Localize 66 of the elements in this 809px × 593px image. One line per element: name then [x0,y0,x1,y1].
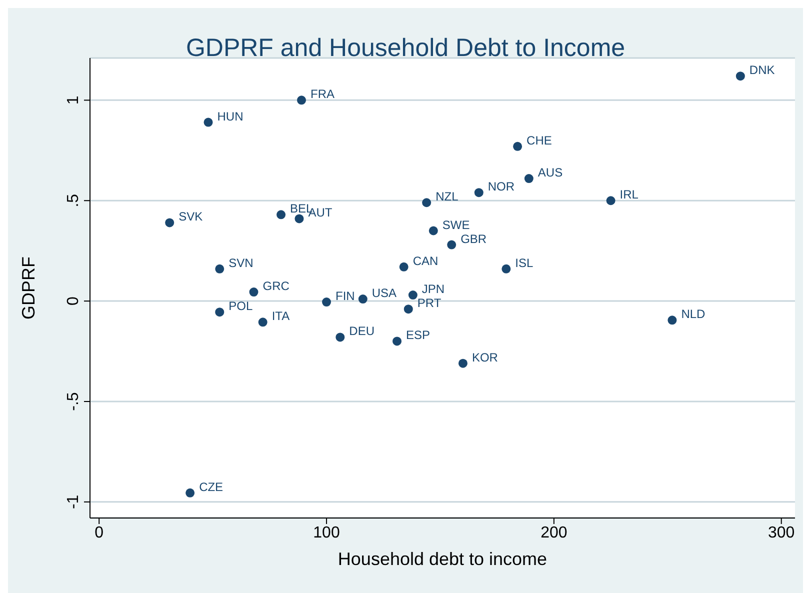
point [165,218,174,228]
point [428,226,438,236]
x-tick-label: 200 [540,524,568,542]
point [408,290,418,300]
annotation: KOR [472,350,498,364]
y-tick-label: 1 [65,96,82,105]
point [215,264,224,274]
y-axis-title: GDPRF [18,256,38,320]
x-tick-label: 0 [94,524,104,542]
annotation: ESP [406,328,430,342]
point [447,240,456,250]
annotation: FRA [310,87,334,102]
point [736,72,745,81]
point [294,214,304,224]
x-tick-label: 300 [768,524,795,542]
y-tick-label: -.5 [65,392,82,411]
annotation: JPN [422,282,445,296]
annotation: HUN [217,109,244,124]
y-tick-label: .5 [65,194,82,208]
annotation: CZE [199,480,224,494]
chart-title: GDPRF and Household Debt to Income [184,34,626,63]
point [204,118,213,127]
annotation: USA [372,286,397,300]
annotation: FIN [336,289,355,304]
point [297,96,306,105]
point [404,304,413,314]
point [249,288,258,297]
point [524,174,534,184]
point [606,196,616,206]
annotation: IRL [620,188,639,202]
annotation: NLD [681,307,706,322]
point [392,336,402,346]
point [186,488,195,498]
y-tick-label: 0 [65,296,82,306]
point [276,210,286,220]
annotation: GRC [262,279,290,294]
annotation: CHE [526,133,552,148]
point [358,294,368,304]
annotation: PRT [417,296,442,310]
point [215,308,224,317]
point [513,142,522,151]
point [422,198,432,208]
x-tick-label: 100 [313,524,340,542]
annotation: DEU [349,324,375,338]
annotation: POL [228,299,253,314]
annotation: SWE [442,218,470,232]
annotation: CAN [412,254,438,268]
point [322,298,332,307]
annotation: SVN [228,256,254,270]
annotation: SVK [178,210,203,224]
y-tick-label: -1 [65,494,82,510]
point [458,358,468,368]
point [258,318,268,327]
annotation: NZL [436,190,459,204]
point [399,262,408,272]
annotation: NOR [488,180,515,194]
point [474,188,484,198]
x-axis-title: Household debt to income [338,549,548,569]
point [502,264,511,274]
annotation: DNK [749,63,775,78]
point [668,316,677,325]
annotation: GBR [460,232,487,246]
annotation: ITA [272,309,290,324]
point [336,332,345,342]
annotation: ISL [515,256,534,270]
annotation: AUS [538,166,563,180]
